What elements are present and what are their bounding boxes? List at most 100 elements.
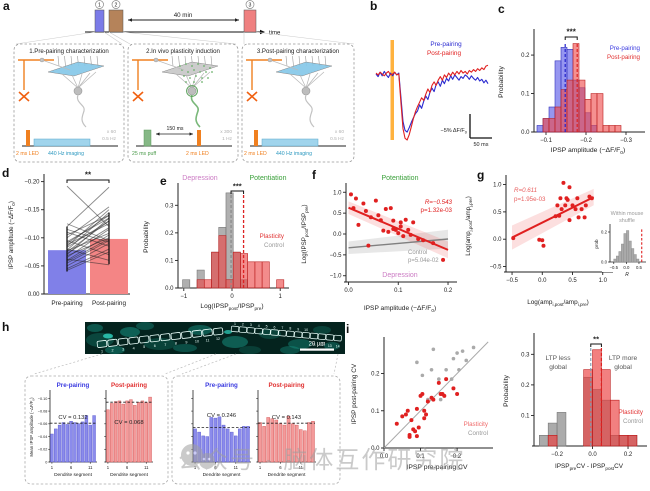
- svg-text:Pre-pairing: Pre-pairing: [430, 41, 462, 48]
- svg-text:11: 11: [234, 465, 239, 470]
- svg-text:0.2: 0.2: [453, 454, 462, 460]
- svg-text:9: 9: [297, 327, 299, 331]
- svg-text:0.2: 0.2: [444, 288, 453, 294]
- svg-text:**: **: [85, 171, 92, 180]
- svg-text:7: 7: [281, 326, 283, 330]
- svg-text:0.1: 0.1: [394, 288, 403, 294]
- panel-e-plasticity-histogram: −1 0 1 0.0 0.1 0.2 0.3 *** Depression Potentiatio…: [143, 175, 289, 312]
- svg-text:prob: prob: [594, 239, 599, 249]
- panel-g-correlation-scatter: −0.5 0.0 0.5 1.0−0.50.00.51.0R=0.611p=1.95e…: [465, 175, 650, 307]
- panel-label-b: b: [370, 0, 378, 13]
- svg-text:−0.10: −0.10: [38, 397, 48, 401]
- svg-text:1: 1: [194, 465, 197, 470]
- svg-text:0.5: 0.5: [636, 265, 643, 270]
- svg-text:5: 5: [266, 325, 268, 329]
- svg-text:0.0: 0.0: [333, 232, 342, 238]
- svg-text:−0.3: −0.3: [620, 138, 633, 144]
- svg-text:0.0: 0.0: [165, 286, 174, 292]
- svg-text:10: 10: [195, 339, 199, 343]
- svg-text:time: time: [269, 31, 281, 37]
- svg-text:0.1: 0.1: [165, 258, 174, 264]
- svg-text:−0.2: −0.2: [580, 138, 593, 144]
- svg-text:x 300: x 300: [220, 129, 232, 135]
- panel-label-f: f: [312, 168, 316, 182]
- svg-text:0.2: 0.2: [165, 231, 174, 237]
- svg-text:Pre-pairing: Pre-pairing: [205, 382, 238, 389]
- svg-text:Post-pairing: Post-pairing: [607, 54, 641, 61]
- svg-text:2: 2: [242, 323, 244, 327]
- svg-text:−0.5: −0.5: [610, 265, 619, 270]
- svg-text:25 ms puff: 25 ms puff: [132, 151, 157, 157]
- svg-text:10: 10: [304, 328, 308, 332]
- svg-text:1 Hz: 1 Hz: [222, 136, 232, 142]
- svg-text:1: 1: [259, 465, 262, 470]
- svg-text:−0.1: −0.1: [540, 138, 553, 144]
- svg-text:440 Hz imaging: 440 Hz imaging: [48, 151, 84, 157]
- svg-text:0.3: 0.3: [521, 352, 530, 358]
- svg-text:7: 7: [164, 343, 166, 347]
- svg-text:11: 11: [144, 465, 149, 470]
- svg-text:CV = 0.068: CV = 0.068: [114, 420, 143, 426]
- svg-text:0.3: 0.3: [165, 203, 174, 209]
- svg-text:2 ms LED: 2 ms LED: [186, 151, 209, 157]
- svg-text:p=1.32e-03: p=1.32e-03: [421, 207, 453, 214]
- svg-text:11: 11: [88, 465, 93, 470]
- svg-text:global: global: [549, 364, 567, 371]
- panel-label-a: a: [3, 0, 10, 13]
- panel-d-paired-bar-chart: 0.00 −0.05 −0.10 −0.15 −0.20 ** Pre-pairing Pos…: [8, 171, 130, 307]
- svg-text:Post-pairing: Post-pairing: [92, 300, 127, 307]
- svg-text:40 min: 40 min: [174, 12, 193, 19]
- panel-b-ipsp-traces: Pre-pairing Post-pairing −5% ΔF/F0 50 ms: [375, 40, 492, 148]
- svg-text:−0.08: −0.08: [38, 409, 48, 413]
- panel-label-d: d: [2, 166, 10, 180]
- svg-text:IPSP pre-pairing CV: IPSP pre-pairing CV: [406, 464, 468, 471]
- svg-text:−0.04: −0.04: [38, 435, 48, 439]
- svg-text:5: 5: [143, 345, 145, 349]
- svg-text:0.5 Hz: 0.5 Hz: [330, 136, 344, 142]
- svg-text:0.0: 0.0: [344, 288, 353, 294]
- svg-text:Plasticity: Plasticity: [619, 409, 644, 416]
- svg-text:0.0: 0.0: [521, 130, 530, 136]
- svg-text:3: 3: [250, 323, 252, 327]
- svg-text:0.5: 0.5: [493, 210, 502, 216]
- svg-text:8: 8: [175, 342, 177, 346]
- svg-text:2.In vivo plasticity induction: 2.In vivo plasticity induction: [146, 48, 220, 55]
- svg-text:1.0: 1.0: [599, 278, 608, 284]
- svg-text:0: 0: [45, 460, 47, 464]
- svg-text:0.1: 0.1: [521, 413, 530, 419]
- svg-text:Dendrite segment: Dendrite segment: [110, 472, 149, 478]
- svg-text:11: 11: [206, 338, 210, 342]
- svg-text:***: ***: [567, 28, 577, 37]
- svg-text:12: 12: [320, 343, 324, 347]
- svg-text:0.1: 0.1: [521, 92, 530, 98]
- panel-f-correlation-scatter: 0.0 0.1 0.2 −1.0 −0.5 0.0 0.5 1.0 Potentiation De…: [301, 175, 457, 314]
- svg-text:Log(ampi,post/ampi,pre): Log(ampi,post/ampi,pre): [527, 299, 589, 307]
- svg-text:9: 9: [185, 341, 187, 345]
- svg-text:Log(ampj,post/ampj,pre): Log(ampj,post/ampj,pre): [465, 196, 473, 256]
- svg-text:−0.05: −0.05: [24, 264, 40, 270]
- svg-text:Post-pairing: Post-pairing: [427, 50, 462, 57]
- svg-text:150 ms: 150 ms: [166, 126, 183, 132]
- svg-text:6: 6: [126, 465, 129, 470]
- svg-text:3.Post-pairing characterizatio: 3.Post-pairing characterization: [257, 48, 339, 55]
- svg-text:Plasticity: Plasticity: [464, 421, 489, 428]
- svg-text:11: 11: [312, 342, 316, 346]
- panel-i-cv-histogram: −0.2 0.0 0.2 0.1 0.2 0.3 ** LTP less global LTP m…: [503, 333, 647, 471]
- svg-text:−0.5: −0.5: [330, 253, 343, 259]
- svg-text:0.5 Hz: 0.5 Hz: [102, 136, 116, 142]
- svg-text:0.00: 0.00: [28, 292, 40, 298]
- svg-text:IPSPpreCV - IPSPpostCV: IPSPpreCV - IPSPpostCV: [555, 463, 624, 471]
- svg-text:0.0: 0.0: [371, 446, 380, 452]
- svg-text:IPSP amplitude (−ΔF/F0): IPSP amplitude (−ΔF/F0): [8, 201, 16, 269]
- svg-text:4: 4: [133, 346, 135, 350]
- svg-text:3: 3: [249, 3, 252, 9]
- svg-text:Post-pairing: Post-pairing: [111, 382, 147, 389]
- svg-text:14: 14: [336, 345, 340, 349]
- svg-text:Dendrite segment: Dendrite segment: [268, 472, 307, 478]
- svg-text:2: 2: [115, 3, 118, 9]
- svg-text:R: R: [625, 272, 629, 278]
- svg-text:6: 6: [214, 465, 217, 470]
- svg-text:0.1: 0.1: [416, 454, 425, 460]
